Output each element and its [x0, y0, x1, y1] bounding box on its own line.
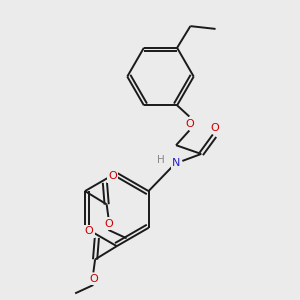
Text: N: N	[172, 158, 180, 168]
Text: O: O	[89, 274, 98, 284]
Text: O: O	[108, 171, 117, 182]
Text: H: H	[158, 155, 165, 165]
Text: O: O	[210, 123, 219, 133]
Text: O: O	[185, 118, 194, 128]
Text: O: O	[104, 219, 113, 229]
Text: O: O	[85, 226, 94, 236]
